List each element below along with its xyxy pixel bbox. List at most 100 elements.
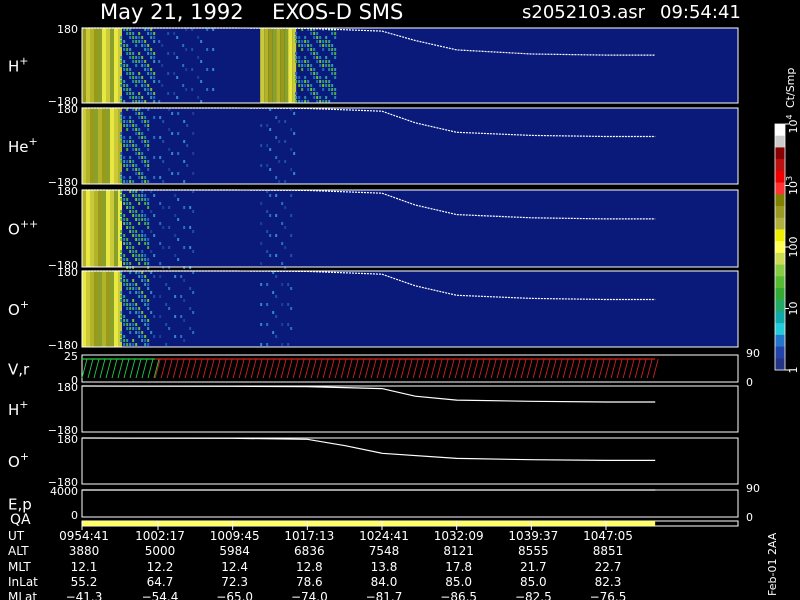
o--activity-cell <box>132 307 135 310</box>
he--activity-cell <box>120 172 123 175</box>
colorbar-segment <box>775 206 785 219</box>
he--activity-cell <box>269 168 272 171</box>
o--activity-cell <box>275 335 278 338</box>
o--activity-cell <box>120 198 123 201</box>
he--activity-cell <box>147 128 150 131</box>
o--activity-cell <box>269 194 272 197</box>
o--activity-cell <box>129 242 132 245</box>
h--activity-cell <box>331 64 334 67</box>
o--activity-cell <box>174 335 177 338</box>
he--activity-cell <box>162 160 165 163</box>
h--activity-cell <box>129 48 132 51</box>
o--activity-cell <box>135 311 138 314</box>
he--activity-cell <box>168 108 171 111</box>
o--activity-cell <box>147 323 150 326</box>
he--activity-cell <box>126 128 129 131</box>
h--activity-cell <box>191 28 194 31</box>
footer-label-mlat: MLat <box>8 590 37 600</box>
e-p-label: E,p <box>8 496 32 514</box>
o--activity-cell <box>153 275 156 278</box>
h--activity-cell <box>150 76 153 79</box>
h--activity-cell <box>313 92 316 95</box>
h--activity-cell <box>295 40 298 43</box>
h--activity-cell <box>147 64 150 67</box>
o--activity-cell <box>141 198 144 201</box>
h--activity-cell <box>197 36 200 39</box>
o--activity-cell <box>123 335 126 338</box>
o--activity-cell <box>147 303 150 306</box>
he--activity-cell <box>171 132 174 135</box>
o--activity-cell <box>266 343 269 346</box>
o--activity-cell <box>120 214 123 217</box>
o--activity-cell <box>126 339 129 342</box>
he--activity-cell <box>123 144 126 147</box>
h--activity-cell <box>206 88 209 91</box>
o--activity-cell <box>132 299 135 302</box>
o--activity-cell <box>150 271 153 274</box>
o--trace <box>82 270 656 301</box>
h--activity-cell <box>295 80 298 83</box>
h--activity-cell <box>298 80 301 83</box>
h--activity-cell <box>319 40 322 43</box>
h--activity-cell <box>138 40 141 43</box>
o--activity-cell <box>126 218 129 221</box>
o--activity-cell <box>147 218 150 221</box>
o--activity-cell <box>123 258 126 261</box>
h--activity-cell <box>158 40 161 43</box>
h--activity-cell <box>313 52 316 55</box>
o--activity-cell <box>141 315 144 318</box>
he--activity-cell <box>141 140 144 143</box>
h--activity-cell <box>114 28 118 103</box>
h--activity-cell <box>158 80 161 83</box>
o--activity-cell <box>144 198 147 201</box>
o--activity-cell <box>141 190 144 193</box>
o--activity-cell <box>82 190 86 267</box>
o--activity-cell <box>132 303 135 306</box>
h--activity-cell <box>185 88 188 91</box>
footer-label-alt: ALT <box>8 544 29 558</box>
he--activity-cell <box>171 152 174 155</box>
h--activity-cell <box>328 64 331 67</box>
footer-value-inlat: 85.0 <box>520 575 547 589</box>
h--activity-cell <box>173 92 176 95</box>
o--activity-cell <box>135 331 138 334</box>
h--activity-cell <box>301 64 304 67</box>
o--activity-cell <box>147 287 150 290</box>
colorbar-segment <box>775 276 785 289</box>
h--activity-cell <box>322 100 325 103</box>
h--activity-cell <box>182 64 185 67</box>
o--activity-cell <box>132 339 135 342</box>
o--activity-cell <box>147 299 150 302</box>
h--activity-cell <box>123 60 126 63</box>
o--activity-cell <box>120 254 123 257</box>
o--activity-cell <box>189 287 192 290</box>
footer-value-mlat: −65.0 <box>216 590 253 600</box>
o--activity-cell <box>159 202 162 205</box>
he--activity-cell <box>260 144 263 147</box>
o--activity-cell <box>177 198 180 201</box>
h--activity-cell <box>307 68 310 71</box>
he--activity-cell <box>135 164 138 167</box>
h--activity-cell <box>325 64 328 67</box>
he--activity-cell <box>138 132 141 135</box>
he--activity-cell <box>135 132 138 135</box>
header-instrument: EXOS-D SMS <box>272 0 404 24</box>
h--activity-cell <box>301 44 304 47</box>
o--activity-cell <box>147 198 150 201</box>
h--activity-cell <box>135 64 138 67</box>
he--activity-cell <box>126 148 129 151</box>
colorbar-segment <box>775 182 785 195</box>
h--activity-cell <box>123 44 126 47</box>
h--activity-cell <box>132 96 135 99</box>
h--activity-cell <box>298 44 301 47</box>
o--activity-cell <box>123 254 126 257</box>
h--activity-cell <box>153 56 156 59</box>
he--activity-cell <box>123 124 126 127</box>
h--activity-cell <box>334 72 337 75</box>
o--activity-cell <box>275 254 278 257</box>
o--activity-cell <box>135 287 138 290</box>
h--activity-cell <box>150 88 153 91</box>
o--activity-cell <box>129 226 132 229</box>
footer-value-inlat: 55.2 <box>71 575 98 589</box>
he--activity-cell <box>129 176 132 179</box>
